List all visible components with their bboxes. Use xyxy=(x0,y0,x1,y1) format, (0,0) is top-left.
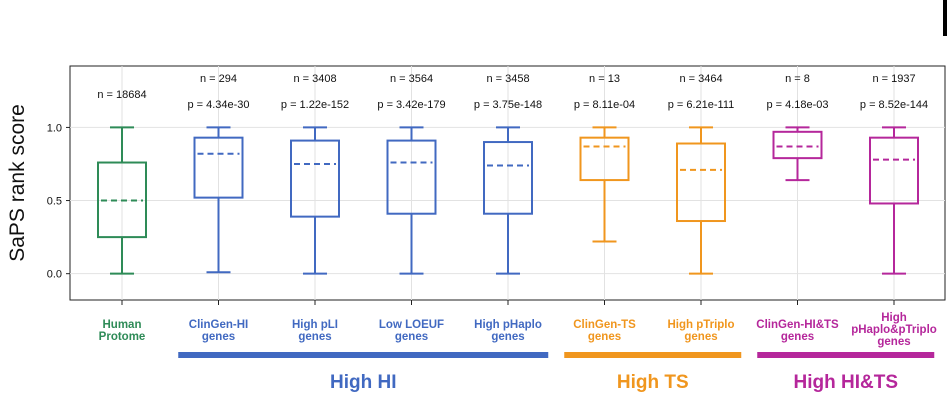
corner-mark xyxy=(943,0,947,36)
box-iqr xyxy=(676,142,726,223)
boxes: n = 18684 n = 294 p = 4.34e-30 n = 3408 p = … xyxy=(97,73,928,275)
category-label: Protome xyxy=(99,331,146,343)
category-label: genes xyxy=(298,331,331,343)
n-label: n = 1937 xyxy=(872,73,915,85)
p-label: p = 1.22e-152 xyxy=(281,99,349,111)
n-label: n = 3458 xyxy=(486,73,529,85)
category-label: ClinGen-TS xyxy=(573,319,636,331)
box-iqr xyxy=(483,141,533,215)
category-label: genes xyxy=(395,331,428,343)
category-label: genes xyxy=(877,336,910,348)
category-label: ClinGen-HI&TS xyxy=(756,319,839,331)
p-label: p = 3.42e-179 xyxy=(377,99,445,111)
box-iqr xyxy=(97,161,147,239)
n-label: n = 13 xyxy=(589,73,620,85)
group-brackets: High HI High TS High HI&TS xyxy=(178,352,935,393)
box-1: n = 294 p = 4.34e-30 xyxy=(187,73,250,274)
group-label-2: High HI&TS xyxy=(794,372,899,393)
box-iqr xyxy=(772,130,823,160)
box-3: n = 3564 p = 3.42e-179 xyxy=(377,73,446,275)
y-axis: 0.0 0.5 1.0 xyxy=(47,122,70,281)
box-iqr xyxy=(193,136,244,199)
group-bar-0 xyxy=(178,352,549,358)
n-label: n = 8 xyxy=(785,73,810,85)
box-4: n = 3458 p = 3.75e-148 xyxy=(474,73,542,275)
category-label: High pHaplo xyxy=(474,319,542,331)
box-0: n = 18684 xyxy=(97,89,147,275)
p-label: p = 8.11e-04 xyxy=(574,99,635,111)
p-label: p = 6.21e-111 xyxy=(668,99,735,111)
n-label: n = 3408 xyxy=(293,73,336,85)
box-8: n = 1937 p = 8.52e-144 xyxy=(860,73,928,275)
group-label-1: High TS xyxy=(617,372,689,393)
p-label: p = 4.34e-30 xyxy=(187,99,249,111)
category-label: High xyxy=(881,312,907,324)
category-label: genes xyxy=(684,331,717,343)
category-label: High pLI xyxy=(292,319,338,331)
n-label: n = 18684 xyxy=(97,89,146,101)
p-label: p = 4.18e-03 xyxy=(766,99,828,111)
category-label: genes xyxy=(202,331,235,343)
n-label: n = 294 xyxy=(200,73,237,85)
y-axis-label: SaPS rank score xyxy=(6,104,29,262)
category-label: pHaplo&pTriplo xyxy=(851,324,937,336)
category-label: genes xyxy=(588,331,621,343)
box-2: n = 3408 p = 1.22e-152 xyxy=(281,73,349,275)
box-iqr xyxy=(290,139,340,218)
group-bar-2 xyxy=(757,352,935,358)
category-label: genes xyxy=(491,331,524,343)
category-label: genes xyxy=(781,331,814,343)
box-7: n = 8 p = 4.18e-03 xyxy=(766,73,829,182)
box-iqr xyxy=(579,136,630,182)
box-6: n = 3464 p = 6.21e-111 xyxy=(668,73,735,275)
category-label: Human xyxy=(103,319,142,331)
group-bar-1 xyxy=(564,352,742,358)
y-tick-label: 0.0 xyxy=(47,269,62,281)
box-5: n = 13 p = 8.11e-04 xyxy=(574,73,635,243)
box-iqr xyxy=(869,136,919,205)
n-label: n = 3564 xyxy=(390,73,433,85)
y-tick-label: 0.5 xyxy=(47,196,62,208)
p-label: p = 8.52e-144 xyxy=(860,99,928,111)
y-tick-label: 1.0 xyxy=(47,122,62,134)
box-iqr xyxy=(386,139,437,215)
group-label-0: High HI xyxy=(330,372,397,393)
category-label: High pTriplo xyxy=(667,319,734,331)
n-label: n = 3464 xyxy=(679,73,722,85)
p-label: p = 3.75e-148 xyxy=(474,99,542,111)
category-label: Low LOEUF xyxy=(379,319,444,331)
category-label: ClinGen-HI xyxy=(189,319,248,331)
